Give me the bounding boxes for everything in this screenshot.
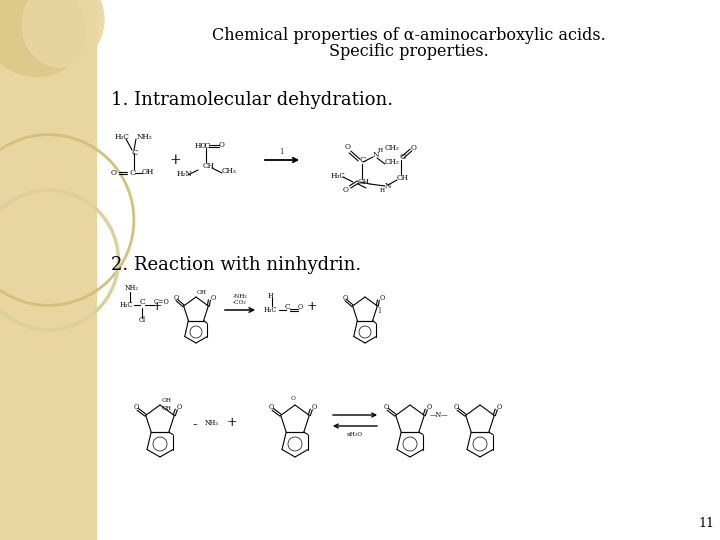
Text: O: O (219, 141, 225, 149)
Text: +: + (169, 153, 181, 167)
Text: O: O (176, 403, 181, 411)
Text: -NH₃: -NH₃ (233, 294, 248, 299)
Text: C: C (140, 298, 145, 306)
Text: N: N (385, 182, 392, 190)
Text: O: O (291, 396, 296, 402)
Text: C: C (130, 169, 136, 177)
Text: C=O: C=O (154, 298, 170, 306)
Text: CH: CH (397, 174, 409, 182)
Text: O: O (496, 403, 502, 411)
Text: H₂N: H₂N (177, 170, 193, 178)
Text: OH: OH (162, 406, 172, 410)
Text: C: C (203, 142, 210, 150)
Text: O: O (426, 403, 431, 411)
Text: C: C (359, 156, 365, 164)
Text: l: l (379, 307, 380, 315)
Text: O: O (134, 403, 139, 411)
Text: H: H (378, 147, 383, 152)
Text: O: O (343, 186, 349, 194)
Text: CH: CH (203, 162, 215, 170)
Text: OH: OH (162, 397, 172, 402)
Text: C: C (285, 303, 291, 311)
Text: CH₂: CH₂ (385, 158, 400, 166)
Text: -CO₂: -CO₂ (233, 300, 247, 306)
Text: +: + (307, 300, 318, 314)
Text: —N—: —N— (429, 411, 448, 420)
Text: N: N (373, 151, 379, 159)
Text: Cl: Cl (139, 316, 146, 324)
Text: Specific properties.: Specific properties. (328, 43, 488, 59)
Text: O: O (384, 403, 389, 411)
Text: NH₂: NH₂ (125, 284, 139, 292)
Text: +: + (152, 300, 162, 314)
Text: 1. Intramolecular dehydration.: 1. Intramolecular dehydration. (111, 91, 393, 109)
Text: -: - (193, 418, 197, 432)
Text: CH: CH (358, 178, 370, 186)
Text: NH₂: NH₂ (137, 133, 153, 141)
Text: Chemical properties of α-aminocarboxylic acids.: Chemical properties of α-aminocarboxylic… (212, 26, 606, 44)
Text: CH₃: CH₃ (222, 167, 237, 175)
Text: H: H (268, 292, 274, 300)
Text: NH₃: NH₃ (205, 419, 219, 427)
Text: O: O (311, 403, 317, 411)
Text: O: O (343, 294, 348, 302)
Ellipse shape (22, 0, 104, 68)
Text: H₃C: H₃C (331, 172, 346, 180)
Bar (0, 0, 97, 540)
Text: nH₂O: nH₂O (347, 431, 363, 436)
Text: OH: OH (197, 289, 207, 294)
Text: O: O (298, 303, 303, 311)
Text: O: O (210, 294, 215, 302)
Text: O: O (111, 169, 117, 177)
Text: CH₂: CH₂ (385, 144, 400, 152)
Text: O: O (411, 144, 417, 152)
Text: O: O (269, 403, 274, 411)
Text: C: C (131, 149, 138, 157)
Text: O: O (379, 294, 384, 302)
Text: H: H (380, 188, 385, 193)
Text: HO: HO (195, 142, 207, 150)
Text: C: C (399, 153, 405, 161)
Text: OH: OH (142, 168, 154, 176)
Text: l: l (281, 148, 283, 156)
Text: O: O (345, 143, 351, 151)
Text: +: + (227, 416, 238, 429)
Text: 11: 11 (698, 517, 714, 530)
Text: 2. Reaction with ninhydrin.: 2. Reaction with ninhydrin. (111, 256, 361, 274)
Text: O: O (174, 294, 179, 302)
Text: H₃C: H₃C (115, 133, 130, 141)
Ellipse shape (0, 0, 86, 77)
Text: H₃C: H₃C (120, 301, 133, 309)
Text: H₃C: H₃C (264, 306, 277, 314)
Text: O: O (454, 403, 459, 411)
